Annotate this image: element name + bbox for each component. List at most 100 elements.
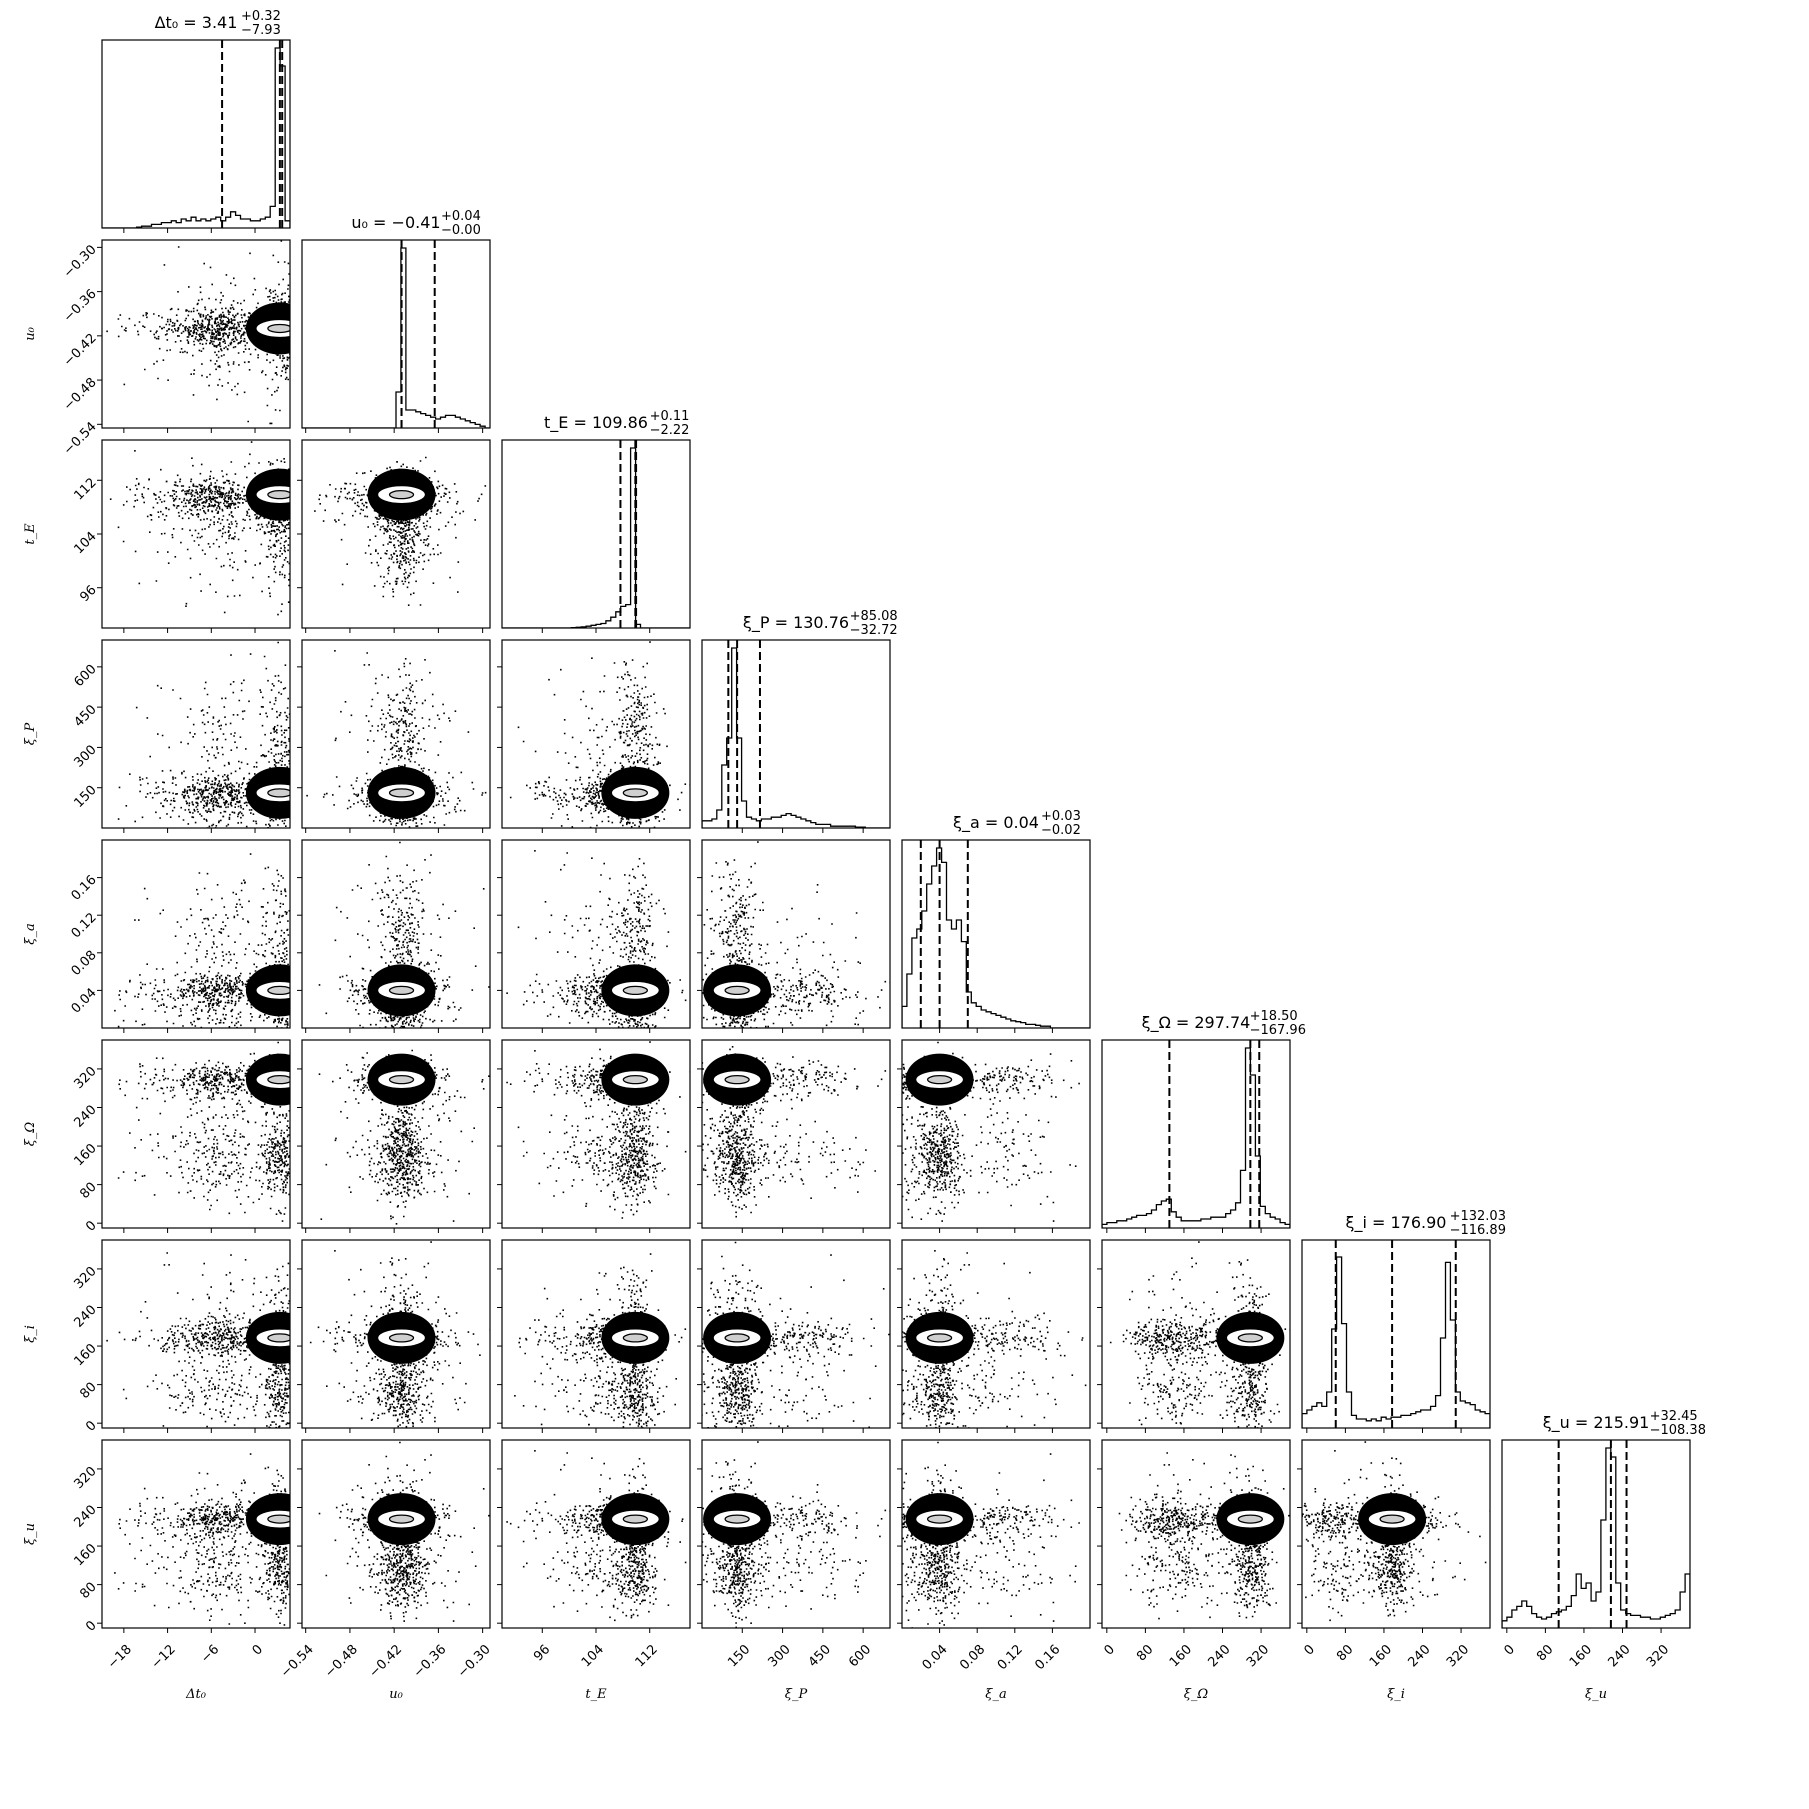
scatter-xiOmega-dt0: [117, 1041, 290, 1222]
histogram-tE: [502, 447, 690, 628]
y-tick-label-xia: 0.08: [69, 948, 100, 979]
contour-inner: [1237, 1514, 1263, 1524]
y-axis-label-u0: u₀: [23, 326, 38, 340]
contour-inner: [724, 1333, 750, 1343]
scatter-xiu-xia: [902, 1441, 1080, 1628]
panel-frame: [901, 1039, 1091, 1229]
panel-xii-dt0: 0 80 160 240 320: [71, 1239, 291, 1435]
x-tick-label-tE: 96: [531, 1642, 553, 1664]
title-xiOmega: ξ_Ω = 297.74: [1142, 1013, 1251, 1033]
title-xiP: ξ_P = 130.76: [743, 613, 849, 633]
y-tick-label-xiu: 0: [83, 1618, 99, 1634]
panel-u0-u0: u₀ = −0.41 +0.04−0.00: [301, 209, 491, 433]
title-xia: ξ_a = 0.04: [953, 813, 1039, 833]
panel-frame: [301, 639, 491, 829]
title-upper-xiOmega: +18.50: [1250, 1009, 1298, 1024]
scatter-tE-u0: [314, 456, 487, 606]
title-lower-u0: −0.00: [441, 223, 481, 238]
x-tick-label-dt0: 0: [250, 1642, 266, 1658]
panel-tE-tE: t_E = 109.86 +0.11−2.22: [501, 409, 691, 633]
contour-inner: [267, 1075, 290, 1085]
panel-xia-u0: [297, 839, 491, 1033]
scatter-xia-u0: [318, 841, 490, 1028]
y-tick-label-xiOmega: 80: [77, 1180, 99, 1202]
panel-xii-tE: [497, 1239, 691, 1433]
y-tick-label-u0: −0.48: [61, 375, 100, 414]
y-tick-label-xiu: 160: [71, 1541, 99, 1569]
y-axis-label-xiOmega: ξ_Ω: [23, 1122, 38, 1147]
panel-xii-xiOmega: [1097, 1239, 1291, 1433]
title-u0: u₀ = −0.41: [351, 213, 440, 232]
x-tick-label-xii: 0: [1301, 1642, 1317, 1658]
panel-xia-xiP: [697, 839, 891, 1033]
x-tick-label-xiP: 600: [846, 1642, 874, 1670]
title-lower-tE: −2.22: [650, 423, 690, 438]
scatter-xiOmega-u0: [318, 1049, 490, 1225]
x-tick-label-xiu: 80: [1534, 1642, 1556, 1664]
panel-frame: [301, 839, 491, 1029]
panel-xiP-tE: [497, 639, 691, 833]
panel-frame: [101, 1439, 291, 1629]
x-axis-label-u0: u₀: [389, 1687, 403, 1702]
panel-frame: [1501, 1439, 1691, 1629]
y-tick-label-xii: 80: [77, 1380, 99, 1402]
y-tick-label-u0: −0.30: [61, 242, 100, 281]
scatter-xiOmega-tE: [506, 1041, 690, 1219]
panel-xiu-dt0: −18 −12 −6 0 0 80 160 240 320: [71, 1439, 291, 1672]
histogram-xia: [902, 847, 1090, 1028]
scatter-xia-tE: [506, 850, 687, 1028]
panel-frame: [1101, 1439, 1291, 1629]
contour-inner: [926, 1514, 953, 1524]
contour-inner: [388, 1333, 415, 1343]
x-tick-label-dt0: −18: [105, 1642, 135, 1672]
histogram-xii: [1302, 1256, 1490, 1428]
histogram-xiOmega: [1102, 1047, 1290, 1228]
panel-xia-xia: ξ_a = 0.04 +0.03−0.02: [901, 809, 1091, 1033]
x-tick-label-xiP: 300: [765, 1642, 793, 1670]
title-upper-xia: +0.03: [1041, 809, 1081, 824]
panel-xiu-xia: 0.04 0.08 0.12 0.16: [897, 1439, 1091, 1673]
x-tick-label-xii: 80: [1334, 1642, 1356, 1664]
histogram-xiP: [702, 647, 890, 828]
panel-frame: [101, 39, 291, 229]
y-tick-label-xia: 0.16: [69, 873, 100, 904]
x-tick-label-xiOmega: 320: [1244, 1642, 1272, 1670]
x-axis-label-tE: t_E: [585, 1687, 607, 1702]
x-tick-label-u0: −0.54: [278, 1642, 317, 1681]
contour-inner: [1379, 1514, 1405, 1524]
panel-frame: [301, 439, 491, 629]
x-tick-label-xiOmega: 160: [1167, 1642, 1195, 1670]
y-axis-label-xiu: ξ_u: [23, 1523, 38, 1545]
panel-frame: [901, 839, 1091, 1029]
contour-inner: [267, 985, 290, 996]
panel-xia-dt0: 0.04 0.08 0.12 0.16: [69, 839, 291, 1033]
x-tick-label-xiOmega: 80: [1134, 1642, 1156, 1664]
x-tick-label-tE: 112: [633, 1642, 661, 1670]
panel-xiu-xiP: 150 300 450 600: [697, 1439, 891, 1670]
panel-xii-xia: [897, 1239, 1091, 1433]
x-tick-label-u0: −0.48: [322, 1642, 361, 1681]
y-tick-label-tE: 96: [77, 583, 99, 605]
scatter-xii-xia: [902, 1250, 1087, 1428]
y-axis-label-xia: ξ_a: [23, 923, 38, 944]
title-upper-dt0: +0.32: [241, 9, 281, 24]
contour-inner: [926, 1075, 953, 1085]
contour-inner: [388, 1514, 415, 1524]
panel-xii-xiP: [697, 1239, 891, 1433]
y-tick-label-xiOmega: 0: [83, 1218, 99, 1234]
panel-frame: [101, 839, 291, 1029]
panel-xiOmega-dt0: 0 80 160 240 320: [71, 1039, 291, 1235]
contour-inner: [724, 985, 750, 996]
y-tick-label-xiOmega: 160: [71, 1141, 99, 1169]
scatter-xii-xiOmega: [1109, 1241, 1290, 1428]
scatter-xiP-dt0: [117, 641, 290, 828]
panel-frame: [1101, 1239, 1291, 1429]
contour-inner: [388, 490, 415, 500]
panel-dt0-dt0: Δt₀ = 3.41 +0.32−7.93: [101, 9, 291, 233]
scatter-xii-dt0: [106, 1252, 290, 1428]
scatter-xii-xiP: [702, 1241, 890, 1428]
contour-inner: [388, 788, 415, 798]
x-tick-label-xia: 0.04: [920, 1642, 951, 1673]
panel-xiP-dt0: 150 300 450 600: [71, 639, 291, 833]
